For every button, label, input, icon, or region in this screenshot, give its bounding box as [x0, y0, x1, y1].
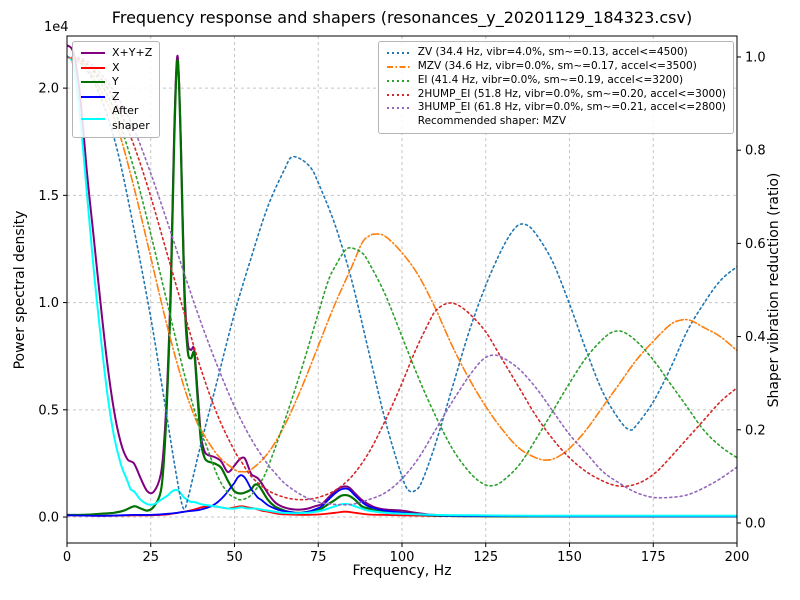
series-line-y [67, 59, 737, 518]
legend-label: Y [112, 75, 119, 89]
x-tick-label: 100 [390, 550, 415, 565]
series-line-after-shaper [67, 54, 737, 517]
y-tick-label-right: 1.0 [745, 50, 766, 65]
series-line-z [67, 474, 737, 518]
series-line-3hump-ei [67, 56, 737, 506]
legend-label: X [112, 60, 120, 74]
y-tick-label-left: 1.0 [38, 296, 59, 311]
legend-swatch-ei [386, 79, 411, 82]
y-tick-label-right: 0.8 [745, 144, 766, 159]
chart-title: Frequency response and shapers (resonanc… [111, 8, 693, 27]
legend-swatch-xyz-sum [81, 52, 105, 55]
legend-entry-3hump-ei: 3HUMP_EI (61.8 Hz, vibr=0.0%, sm~=0.21, … [386, 101, 726, 115]
legend-psd: X+Y+Z X Y Z After shaper [72, 41, 161, 139]
x-tick-label: 0 [63, 550, 71, 565]
legend-entry-2hump-ei: 2HUMP_EI (51.8 Hz, vibr=0.0%, sm~=0.20, … [386, 88, 726, 102]
x-tick-label: 50 [226, 550, 243, 565]
legend-swatch-y [81, 81, 105, 84]
legend-swatch-z [81, 95, 105, 98]
series-line-xyz-sum [67, 44, 737, 518]
y-tick-label-right: 0.6 [745, 237, 766, 252]
legend-label: EI (41.4 Hz, vibr=0.0%, sm~=0.19, accel<… [417, 73, 684, 86]
legend-entry-x: X [80, 61, 152, 76]
legend-swatch-3hump-ei [386, 107, 411, 110]
tick-labels: 0 25 50 75 100 125 150 175 200 0.0 0.5 1.0 1.5 2.0 0.0… [38, 50, 765, 565]
recommended-shaper-note: Recommended shaper: MZV [417, 115, 567, 128]
legend-label: Z [112, 89, 120, 103]
legend-swatch-after-shaper [81, 117, 105, 120]
legend-label: MZV (34.6 Hz, vibr=0.0%, sm~=0.17, accel… [417, 59, 697, 72]
legend-entry-y: Y [80, 75, 152, 90]
y-tick-label-left: 0.5 [38, 403, 59, 418]
series-line-mzv [67, 56, 737, 473]
x-axis-label: Frequency, Hz [352, 563, 452, 579]
series-line-zv [67, 56, 737, 510]
series-line-2hump-ei [67, 56, 737, 501]
legend-label: 2HUMP_EI (51.8 Hz, vibr=0.0%, sm~=0.20, … [417, 87, 726, 100]
legend-swatch-2hump-ei [386, 93, 411, 96]
legend-entry-z: Z [80, 90, 152, 105]
legend-entry-zv: ZV (34.4 Hz, vibr=4.0%, sm~=0.13, accel<… [386, 46, 726, 60]
legend-label: ZV (34.4 Hz, vibr=4.0%, sm~=0.13, accel<… [417, 46, 688, 58]
legend-entry-xyz-sum: X+Y+Z [80, 46, 152, 61]
y-tick-label-left: 0.0 [38, 511, 59, 526]
legend-label: X+Y+Z [112, 46, 153, 59]
series-line-ei [67, 56, 737, 501]
legend-shapers: ZV (34.4 Hz, vibr=4.0%, sm~=0.13, accel<… [377, 41, 734, 135]
y-tick-label-right: 0.0 [745, 517, 766, 532]
legend-entry-ei: EI (41.4 Hz, vibr=0.0%, sm~=0.19, accel<… [386, 74, 726, 88]
legend-swatch-zv [386, 51, 411, 54]
x-tick-label: 150 [557, 550, 582, 565]
axis-offset-text: 1e4 [44, 20, 69, 35]
y-tick-label-right: 0.2 [745, 423, 766, 438]
y-tick-label-right: 0.4 [745, 330, 766, 345]
x-tick-label: 175 [641, 550, 666, 565]
x-tick-label: 200 [725, 550, 750, 565]
legend-entry-mzv: MZV (34.6 Hz, vibr=0.0%, sm~=0.17, accel… [386, 60, 726, 74]
x-tick-label: 25 [142, 550, 159, 565]
x-tick-label: 125 [473, 550, 498, 565]
legend-label: After shaper [112, 104, 150, 132]
y-tick-label-left: 1.5 [38, 189, 59, 204]
legend-entry-after-shaper: After shaper [80, 104, 152, 133]
legend-entry-recommendation: Recommended shaper: MZV [386, 115, 726, 129]
legend-swatch-mzv [386, 65, 411, 68]
y-tick-label-left: 2.0 [38, 82, 59, 97]
legend-label: 3HUMP_EI (61.8 Hz, vibr=0.0%, sm~=0.21, … [417, 101, 726, 114]
x-tick-label: 75 [310, 550, 327, 565]
legend-swatch-x [81, 66, 105, 69]
